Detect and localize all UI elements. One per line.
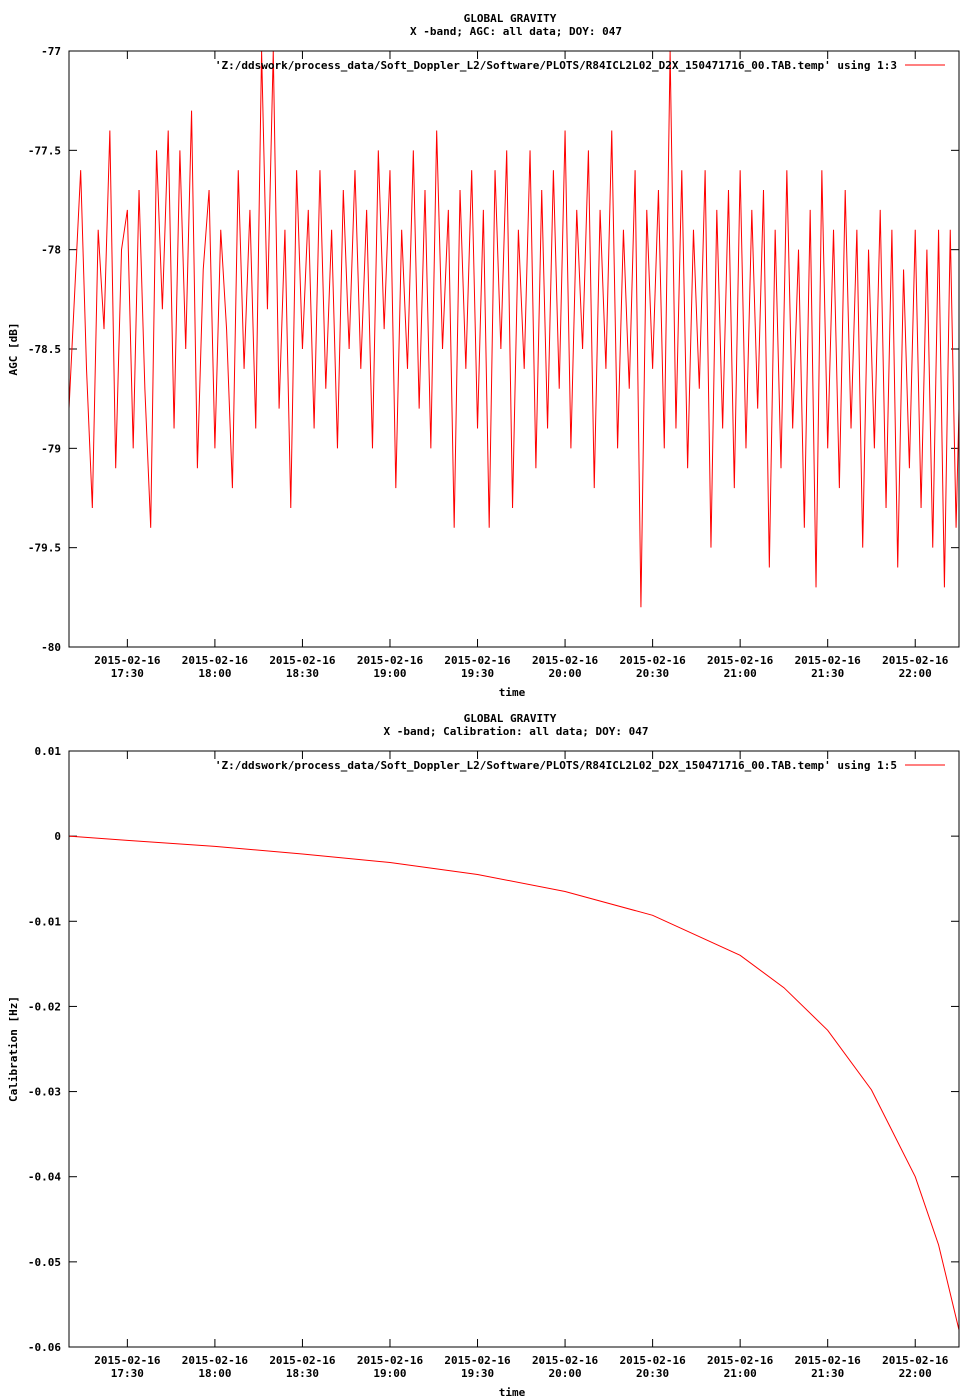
x-tick-label-time: 18:30 [286,667,319,680]
legend-label: 'Z:/ddswork/process_data/Soft_Doppler_L2… [215,759,897,772]
y-tick-label: -78 [41,244,61,257]
x-tick-label-time: 21:00 [724,1367,757,1380]
plot-frame [68,50,960,648]
chart-subtitle: X -band; Calibration: all data; DOY: 047 [384,725,649,738]
x-tick-label-time: 18:00 [198,667,231,680]
x-tick-label-time: 19:00 [373,667,406,680]
x-tick-label-time: 21:30 [811,667,844,680]
chart-title: GLOBAL GRAVITY [464,712,557,725]
x-tick-label-time: 22:00 [899,667,932,680]
x-tick-label-time: 20:30 [636,1367,669,1380]
y-tick-label: -80 [41,641,61,654]
x-axis-label: time [499,686,526,699]
x-tick-label-time: 19:30 [461,667,494,680]
series-line [68,50,960,608]
y-axis-label: Calibration [Hz] [7,996,20,1102]
x-tick-label-date: 2015-02-16 [444,654,511,667]
x-tick-label-time: 21:30 [811,1367,844,1380]
x-tick-label-time: 17:30 [111,1367,144,1380]
x-tick-label-time: 18:00 [198,1367,231,1380]
x-tick-label-date: 2015-02-16 [357,654,424,667]
x-tick-label-time: 20:00 [549,1367,582,1380]
y-tick-label: 0.01 [35,745,62,758]
chart-subtitle: X -band; AGC: all data; DOY: 047 [410,25,622,38]
x-tick-label-date: 2015-02-16 [532,654,599,667]
x-tick-label-date: 2015-02-16 [882,1354,949,1367]
x-tick-label-time: 20:00 [549,667,582,680]
x-tick-label-date: 2015-02-16 [94,1354,161,1367]
x-tick-label-date: 2015-02-16 [882,654,949,667]
x-tick-label-date: 2015-02-16 [795,1354,862,1367]
x-axis-label: time [499,1386,526,1399]
x-tick-label-date: 2015-02-16 [269,654,336,667]
plot-frame [68,750,960,1348]
y-tick-label: -79.5 [28,542,61,555]
y-tick-label: -0.02 [28,1000,61,1013]
x-tick-label-date: 2015-02-16 [619,1354,686,1367]
x-tick-label-time: 19:00 [373,1367,406,1380]
x-tick-label-time: 22:00 [899,1367,932,1380]
x-tick-label-date: 2015-02-16 [444,1354,511,1367]
y-tick-label: -0.06 [28,1341,61,1354]
series-line [68,835,960,1331]
x-tick-label-time: 17:30 [111,667,144,680]
x-tick-label-time: 21:00 [724,667,757,680]
x-tick-label-date: 2015-02-16 [182,1354,249,1367]
y-tick-label: 0 [54,830,61,843]
y-tick-label: -0.03 [28,1086,61,1099]
x-tick-label-date: 2015-02-16 [94,654,161,667]
x-tick-label-date: 2015-02-16 [269,1354,336,1367]
y-tick-label: -79 [41,442,61,455]
y-tick-label: -78.5 [28,343,61,356]
x-tick-label-date: 2015-02-16 [707,654,774,667]
y-tick-label: -0.04 [28,1171,61,1184]
y-tick-label: -0.01 [28,915,61,928]
x-tick-label-time: 20:30 [636,667,669,680]
x-tick-label-date: 2015-02-16 [619,654,686,667]
y-tick-label: -0.05 [28,1256,61,1269]
chart-title: GLOBAL GRAVITY [464,12,557,25]
x-tick-label-time: 18:30 [286,1367,319,1380]
y-tick-label: -77.5 [28,144,61,157]
legend-label: 'Z:/ddswork/process_data/Soft_Doppler_L2… [215,59,897,72]
x-tick-label-date: 2015-02-16 [795,654,862,667]
x-tick-label-date: 2015-02-16 [532,1354,599,1367]
x-tick-label-date: 2015-02-16 [707,1354,774,1367]
x-tick-label-date: 2015-02-16 [182,654,249,667]
x-tick-label-time: 19:30 [461,1367,494,1380]
y-axis-label: AGC [dB] [7,323,20,376]
y-tick-label: -77 [41,45,61,58]
x-tick-label-date: 2015-02-16 [357,1354,424,1367]
